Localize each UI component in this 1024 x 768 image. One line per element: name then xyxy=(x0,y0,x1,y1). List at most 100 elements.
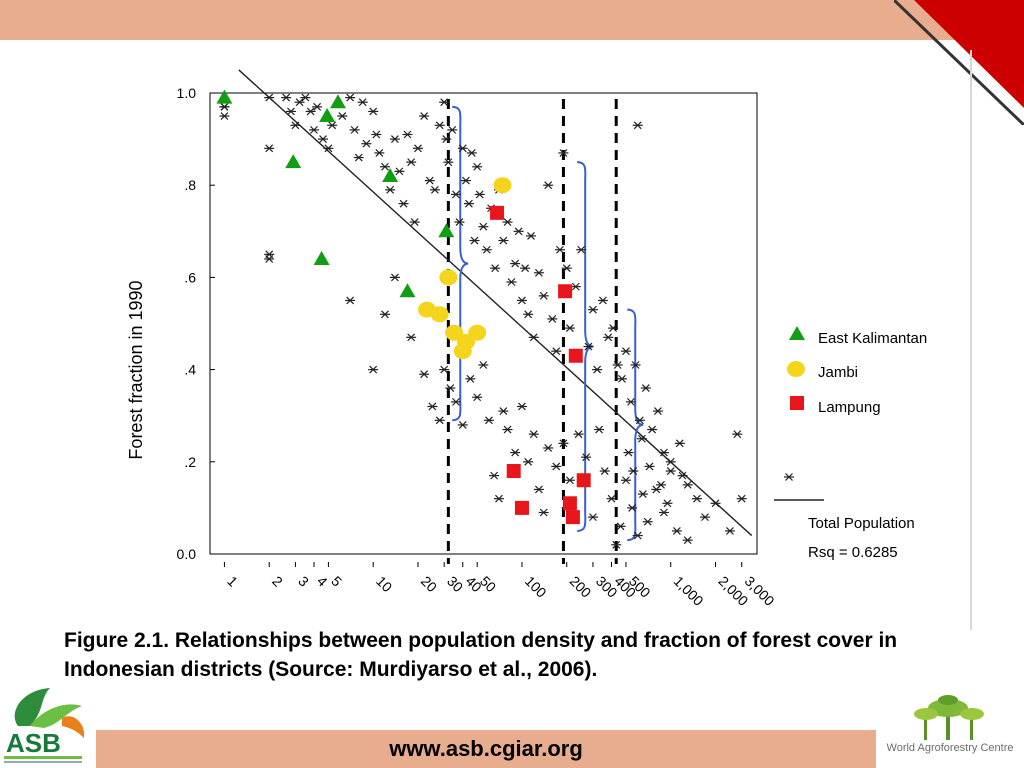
x-tick-label: 4 xyxy=(314,573,331,590)
total-population-point xyxy=(682,480,693,489)
asb-logo-text: ASB xyxy=(6,728,61,758)
total-population-point xyxy=(465,374,476,383)
total-population-point xyxy=(264,255,275,263)
east-kalimantan-point xyxy=(285,154,302,169)
legend-jambi-marker xyxy=(787,361,805,377)
total-population-point xyxy=(478,361,489,369)
total-population-point xyxy=(345,296,356,305)
total-population-point xyxy=(472,393,483,402)
total-population-point xyxy=(474,190,485,199)
total-population-point xyxy=(612,361,623,369)
jambi-point xyxy=(468,324,487,341)
total-population-point xyxy=(642,517,653,526)
total-population-point xyxy=(570,282,581,291)
total-population-point xyxy=(652,407,663,416)
total-population-point xyxy=(361,139,372,148)
total-population-point xyxy=(603,333,614,342)
total-population-point xyxy=(427,402,438,411)
total-population-point xyxy=(625,397,636,406)
total-population-point xyxy=(655,480,666,489)
total-population-point xyxy=(463,199,474,208)
jambi-point xyxy=(453,343,472,360)
total-population-point xyxy=(406,333,417,342)
total-population-point xyxy=(371,130,382,139)
lampung-point xyxy=(490,205,505,220)
icraf-logo: World Agroforestry Centre xyxy=(876,690,1024,768)
total-population-point xyxy=(611,540,622,549)
legend-label-jambi: Jambi xyxy=(818,364,858,381)
jambi-point xyxy=(493,177,512,194)
total-population-point xyxy=(732,430,743,439)
x-tick-label: 2 xyxy=(269,573,286,590)
total-population-point xyxy=(457,420,468,429)
legend-label-east-kalimantan: East Kalimantan xyxy=(818,330,927,347)
total-population-point xyxy=(620,347,631,356)
total-population-point xyxy=(710,499,721,508)
lampung-point xyxy=(568,348,583,363)
total-population-point xyxy=(538,291,549,300)
total-population-point xyxy=(368,107,379,116)
total-population-point xyxy=(647,425,658,434)
total-population-point xyxy=(606,494,617,503)
lampung-point xyxy=(506,464,521,479)
legend-east-kalimantan-marker xyxy=(789,326,805,340)
total-population-point xyxy=(264,144,275,153)
total-population-point xyxy=(665,467,676,475)
total-population-point xyxy=(520,264,531,273)
x-tick-label: 3 xyxy=(295,573,312,590)
total-population-point xyxy=(219,102,230,111)
total-population-point xyxy=(419,370,430,379)
east-kalimantan-point xyxy=(329,94,346,109)
total-population-point xyxy=(564,476,575,485)
total-population-point xyxy=(434,416,445,425)
total-population-point xyxy=(389,273,400,282)
total-population-point xyxy=(510,259,521,268)
total-population-point xyxy=(533,268,544,277)
total-population-point xyxy=(658,448,669,457)
total-population-point xyxy=(636,434,647,443)
total-population-point xyxy=(615,522,626,531)
lampung-point xyxy=(514,500,529,515)
y-axis-label: Forest fraction in 1990 xyxy=(126,280,146,459)
range-brace xyxy=(627,308,644,542)
total-population-point xyxy=(640,384,651,392)
total-population-point xyxy=(429,185,440,194)
total-population-point xyxy=(516,296,527,305)
total-population-point xyxy=(592,365,603,374)
total-population-point xyxy=(516,402,527,411)
y-tick-label: .2 xyxy=(184,454,196,470)
total-population-point xyxy=(443,158,454,167)
total-population-point xyxy=(353,153,364,162)
total-population-point xyxy=(677,471,688,480)
total-population-point xyxy=(345,93,356,102)
jambi-point xyxy=(430,306,449,323)
lampung-point xyxy=(565,510,580,525)
legend-label-lampung: Lampung xyxy=(818,399,881,416)
total-population-point xyxy=(651,485,662,494)
total-population-point xyxy=(502,218,513,227)
total-population-point xyxy=(682,536,693,545)
total-population-point xyxy=(502,425,513,434)
total-population-point xyxy=(547,314,558,323)
total-population-point xyxy=(305,107,316,116)
total-population-point xyxy=(564,324,575,333)
total-population-point xyxy=(379,162,390,171)
total-population-point xyxy=(439,365,450,374)
regression-line xyxy=(238,69,753,537)
total-population-point xyxy=(576,245,587,254)
total-population-point xyxy=(583,342,594,351)
x-tick-label: 50 xyxy=(477,573,499,595)
total-population-point xyxy=(628,467,639,475)
total-population-point xyxy=(700,513,711,522)
total-population-point xyxy=(551,462,562,471)
x-tick-label: 20 xyxy=(418,573,440,595)
x-tick-label: 100 xyxy=(522,573,550,601)
range-brace xyxy=(452,105,469,422)
total-population-point xyxy=(445,384,456,392)
total-population-point xyxy=(394,167,405,176)
total-population-point xyxy=(441,135,452,144)
x-tick-label: 200 xyxy=(567,573,595,601)
total-population-point xyxy=(627,503,638,512)
footer-url-link[interactable]: www.asb.cgiar.org xyxy=(389,736,583,761)
